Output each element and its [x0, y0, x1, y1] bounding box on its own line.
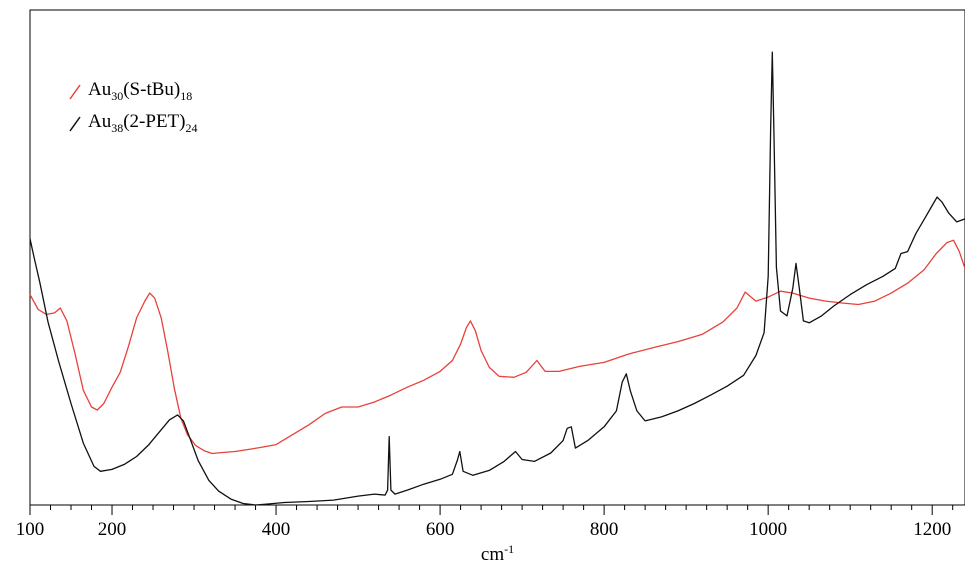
legend-swatch-2	[69, 116, 81, 132]
x-tick-label: 1000	[749, 519, 787, 540]
x-tick-label: 1200	[913, 519, 951, 540]
x-tick-label: 100	[16, 519, 45, 540]
plot-frame	[29, 9, 965, 506]
series-layer	[29, 51, 965, 506]
series-line-1	[29, 239, 965, 455]
legend: Au30(S-tBu)18 Au38(2-PET)24	[69, 79, 198, 135]
x-axis: 100 200 400 600 800 1000 1200	[16, 505, 954, 540]
legend-label-2: Au38(2-PET)24	[88, 111, 198, 135]
x-tick-label: 400	[262, 519, 291, 540]
x-axis-title: cm-1	[481, 542, 514, 565]
legend-label-1: Au30(S-tBu)18	[88, 79, 192, 103]
x-tick-label: 600	[426, 519, 455, 540]
series-line-2	[29, 51, 965, 506]
legend-swatch-1	[69, 84, 81, 100]
x-tick-label: 800	[590, 519, 619, 540]
x-tick-label: 200	[98, 519, 127, 540]
